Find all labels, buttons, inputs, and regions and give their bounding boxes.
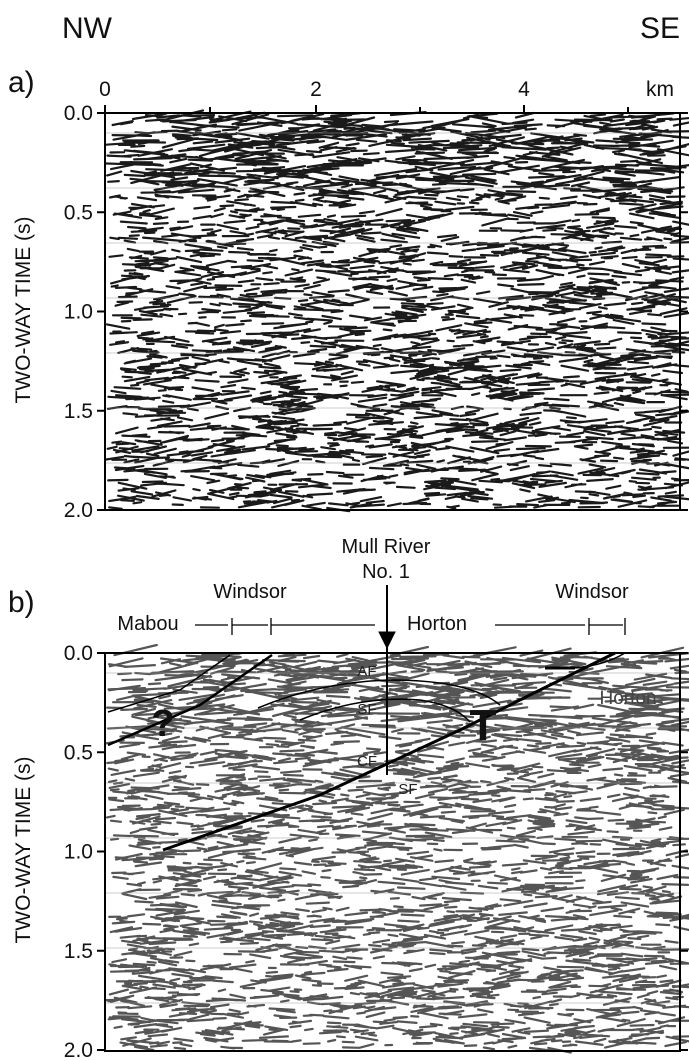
well-name: Mull River (342, 536, 431, 558)
x-tick-label: 4 (518, 78, 530, 101)
y-tick-label: 1.5 (64, 400, 93, 423)
unit-label: Windsor (213, 581, 287, 603)
panel-label: a) (8, 66, 35, 99)
annotation: Horton (599, 688, 656, 709)
unit-brackets (195, 618, 626, 635)
y-tick-label: 1.5 (64, 940, 93, 963)
reflectors (105, 109, 689, 513)
y-tick-label: 0.0 (64, 102, 93, 125)
x-unit: km (646, 78, 674, 101)
annotation: ? (151, 703, 174, 745)
seismic-section (105, 643, 689, 1054)
bracket (495, 618, 626, 635)
horizon (257, 679, 501, 709)
direction-right: SE (640, 12, 680, 45)
seismic-section (105, 109, 689, 513)
direction-left: NW (62, 12, 113, 45)
unit-label: Mabou (117, 613, 178, 635)
y-tick-label: 0.5 (64, 741, 93, 764)
unit-label: Windsor (555, 581, 629, 603)
fault-line (162, 651, 616, 852)
y-tick-label: 2.0 (64, 1039, 93, 1061)
panel-label: b) (8, 586, 35, 619)
annotation: SF (357, 701, 376, 718)
y-tick-label: 2.0 (64, 499, 93, 522)
y-tick-label: 1.0 (64, 841, 93, 864)
unit-label: Horton (407, 613, 467, 635)
y-tick-label: 1.0 (64, 301, 93, 324)
horizon (299, 698, 471, 723)
annotation: SF (398, 781, 417, 798)
y-tick-label: 0.0 (64, 642, 93, 665)
well-number: No. 1 (362, 561, 410, 583)
x-tick-label: 2 (310, 78, 322, 101)
bracket (195, 618, 375, 635)
x-tick-label: 0 (99, 78, 111, 101)
y-axis: 0.0 0.5 1.0 1.5 2.0 (64, 102, 688, 522)
annotation: AF (357, 663, 376, 680)
well-arrow (378, 631, 396, 650)
fault-line (107, 653, 273, 747)
y-axis-title: TWO-WAY TIME (s) (12, 756, 35, 943)
fault-line (107, 654, 231, 713)
annotation: CF (357, 753, 377, 770)
y-axis-title: TWO-WAY TIME (s) (12, 216, 35, 403)
y-axis: 0.0 0.5 1.0 1.5 2.0 (64, 642, 688, 1061)
annotation: T (470, 701, 497, 750)
x-ticks (104, 105, 629, 113)
interpretation (107, 585, 626, 852)
y-tick-label: 0.5 (64, 201, 93, 224)
